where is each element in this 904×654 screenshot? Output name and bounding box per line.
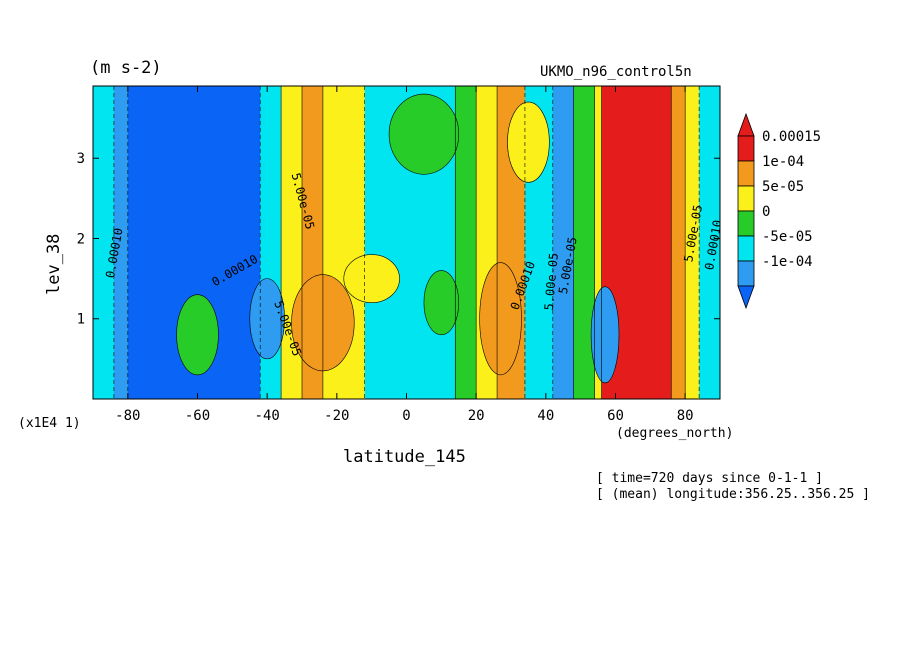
longitude-note: [ (mean) longitude:356.25..356.25 ] <box>596 487 870 502</box>
time-note: [ time=720 days since 0-1-1 ] <box>596 471 823 486</box>
heatmap-band <box>552 86 575 399</box>
y-tick-label: 1 <box>77 312 85 328</box>
heatmap-cell <box>249 278 285 360</box>
x-tick-label: -20 <box>324 408 349 424</box>
legend-label: -1e-04 <box>762 254 813 270</box>
x-tick-label: 0 <box>402 408 410 424</box>
heatmap-cell <box>343 254 400 303</box>
legend-swatch <box>737 160 755 187</box>
legend-label: 0.00015 <box>762 129 821 145</box>
legend-high-arrow <box>737 112 755 137</box>
heatmap-band <box>573 86 596 399</box>
x-tick-label: -80 <box>115 408 140 424</box>
heatmap-band <box>671 86 686 399</box>
heatmap-cell <box>590 286 620 384</box>
heatmap-cell <box>479 262 522 376</box>
heatmap-band <box>699 86 720 399</box>
legend-swatch <box>737 235 755 262</box>
y-tick-label: 3 <box>77 151 85 167</box>
axis-ticks: -80 -60 -40 -20 0 20 40 60 80 1 2 3 <box>77 86 720 424</box>
y-axis-label: lev_38 <box>44 233 64 295</box>
x-tick-label: 40 <box>537 408 554 424</box>
heatmap-band <box>685 86 700 399</box>
heatmap-fill <box>93 86 720 399</box>
legend-swatch <box>737 135 755 162</box>
x-tick-label: 60 <box>607 408 624 424</box>
x-tick-label: -60 <box>185 408 210 424</box>
legend-label: 0 <box>762 204 770 220</box>
legend-low-arrow <box>737 285 755 310</box>
y-scale-note: (x1E4 1) <box>18 416 81 431</box>
heatmap-band <box>455 86 477 399</box>
units-label: (m s-2) <box>90 58 162 78</box>
contour-label: 5.00e-05 <box>542 252 561 311</box>
heatmap-band <box>113 86 129 399</box>
dataset-label: UKMO_n96_control5n <box>540 64 692 80</box>
legend-label: -5e-05 <box>762 229 813 245</box>
heatmap-cell <box>388 93 460 175</box>
legend-swatch <box>737 210 755 237</box>
heatmap-band <box>93 86 115 399</box>
x-axis-label: latitude_145 <box>343 447 466 467</box>
x-tick-label: 20 <box>468 408 485 424</box>
legend-swatch <box>737 185 755 212</box>
x-tick-label: -40 <box>255 408 280 424</box>
legend-label: 5e-05 <box>762 179 804 195</box>
heatmap-cell <box>423 270 460 336</box>
heatmap-cell <box>176 294 219 376</box>
legend-label: 1e-04 <box>762 154 804 170</box>
x-units-label: (degrees_north) <box>616 426 734 441</box>
heatmap-cell <box>507 101 550 183</box>
heatmap-band <box>594 86 603 399</box>
color-legend: 0.00015 1e-04 5e-05 0 -5e-05 -1e-04 <box>737 112 821 310</box>
y-tick-label: 2 <box>77 231 85 247</box>
x-tick-label: 80 <box>677 408 694 424</box>
legend-swatch <box>737 260 755 287</box>
